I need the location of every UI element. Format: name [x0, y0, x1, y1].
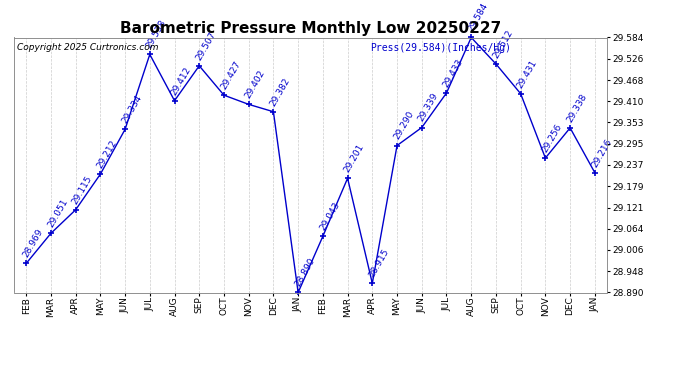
Text: 29.334: 29.334	[120, 93, 144, 125]
Text: 29.290: 29.290	[392, 110, 415, 141]
Text: Press(29.584)(Inches/Hg): Press(29.584)(Inches/Hg)	[370, 43, 511, 52]
Text: Copyright 2025 Curtronics.com: Copyright 2025 Curtronics.com	[17, 43, 158, 52]
Text: 29.431: 29.431	[515, 58, 539, 90]
Title: Barometric Pressure Monthly Low 20250227: Barometric Pressure Monthly Low 20250227	[120, 21, 501, 36]
Text: 29.382: 29.382	[268, 76, 292, 108]
Text: 29.051: 29.051	[46, 197, 70, 229]
Text: 29.212: 29.212	[95, 138, 119, 170]
Text: 29.201: 29.201	[342, 142, 366, 174]
Text: 29.538: 29.538	[145, 18, 168, 50]
Text: 29.433: 29.433	[442, 57, 465, 89]
Text: 29.412: 29.412	[170, 65, 193, 96]
Text: 29.216: 29.216	[590, 137, 613, 168]
Text: 29.584: 29.584	[466, 2, 490, 33]
Text: 28.915: 28.915	[367, 248, 391, 279]
Text: 29.115: 29.115	[70, 174, 94, 206]
Text: 28.969: 28.969	[21, 228, 45, 259]
Text: 29.427: 29.427	[219, 60, 242, 91]
Text: 29.338: 29.338	[565, 92, 589, 124]
Text: 29.339: 29.339	[417, 92, 440, 123]
Text: 28.890: 28.890	[293, 256, 317, 288]
Text: 29.512: 29.512	[491, 28, 515, 60]
Text: 29.507: 29.507	[194, 30, 218, 62]
Text: 29.256: 29.256	[540, 122, 564, 154]
Text: 29.402: 29.402	[244, 69, 267, 100]
Text: 29.043: 29.043	[318, 201, 342, 232]
